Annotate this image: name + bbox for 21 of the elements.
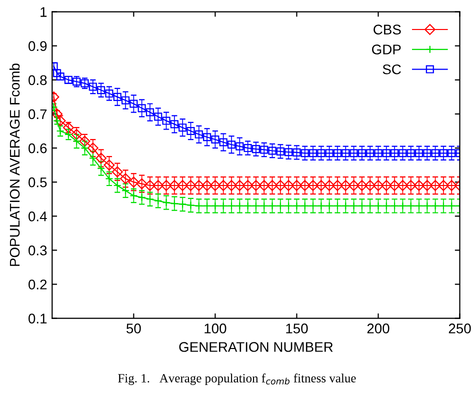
y-tick-label: 0.1 [28, 314, 47, 324]
y-tick-label: 0.3 [28, 246, 47, 256]
y-tick-label: 0.5 [28, 177, 47, 188]
x-tick-label: 250 [448, 324, 471, 334]
legend-label: SC [382, 64, 401, 74]
legend-label: GDP [372, 44, 401, 54]
x-tick-label: 200 [367, 324, 390, 334]
x-tick-label: 50 [126, 324, 141, 334]
x-tick-label: 150 [286, 324, 308, 334]
y-tick-label: 0.4 [28, 211, 47, 222]
legend-label: CBS [374, 24, 401, 34]
x-axis-title: GENERATION NUMBER [179, 342, 333, 352]
y-tick-label: 0.2 [28, 280, 47, 290]
y-tick-label: 0.8 [28, 75, 47, 86]
y-tick-label: 1 [40, 7, 47, 17]
y-axis-title: POPULATION AVERAGE Fcomb [9, 64, 20, 266]
y-tick-label: 0.7 [28, 109, 47, 120]
x-tick-label: 100 [204, 324, 226, 334]
y-tick-label: 0.9 [28, 41, 47, 52]
caption: Fig. 1. Average population f$_{comb}$ fitness value [118, 374, 356, 386]
y-tick-label: 0.6 [28, 143, 47, 154]
